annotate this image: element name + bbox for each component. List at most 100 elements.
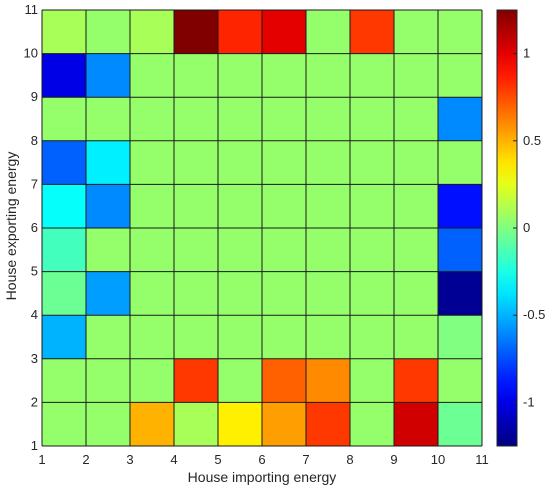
heatmap-cell	[350, 402, 394, 446]
heatmap-cell	[438, 184, 482, 228]
heatmap-cell	[174, 184, 218, 228]
heatmap-cell	[306, 10, 350, 54]
heatmap-cell	[306, 402, 350, 446]
heatmap-cell	[262, 184, 306, 228]
heatmap-cell	[438, 228, 482, 272]
heatmap-cell	[42, 140, 86, 185]
heatmap-cell	[350, 97, 394, 141]
heatmap-cell	[86, 97, 130, 141]
heatmap-cell	[306, 140, 350, 185]
heatmap-cell	[130, 271, 174, 316]
y-axis-ticks: 1 2 3 4 5 6 7 8 9 10 11	[24, 2, 38, 453]
heatmap-cell	[86, 53, 130, 98]
heatmap-cell	[174, 53, 218, 98]
heatmap-cell	[438, 53, 482, 98]
x-tick-label: 3	[126, 452, 133, 467]
colorbar-tick-label: 0.5	[523, 133, 541, 148]
heatmap-cell	[306, 53, 350, 98]
heatmap-cell	[394, 140, 438, 185]
heatmap-cell	[394, 358, 438, 403]
y-tick-label: 9	[31, 89, 38, 104]
x-tick-label: 5	[214, 452, 221, 467]
heatmap-cell	[262, 53, 306, 98]
heatmap-cell	[218, 228, 262, 272]
y-tick-label: 1	[31, 438, 38, 453]
heatmap-cell	[42, 53, 86, 98]
heatmap-cell	[86, 402, 130, 446]
y-tick-label: 4	[31, 307, 38, 322]
heatmap-cell	[262, 10, 306, 54]
heatmap-cell	[86, 228, 130, 272]
heatmap-cell	[174, 97, 218, 141]
heatmap-cell	[438, 271, 482, 316]
heatmap-cell	[394, 228, 438, 272]
heatmap-cell	[262, 315, 306, 359]
x-tick-label: 6	[258, 452, 265, 467]
colorbar-tick-label: 0	[523, 220, 530, 235]
heatmap-cell	[218, 10, 262, 54]
heatmap-cell	[262, 271, 306, 316]
heatmap-cell	[130, 53, 174, 98]
heatmap-cell	[174, 358, 218, 403]
y-tick-label: 8	[31, 133, 38, 148]
heatmap-cell	[86, 358, 130, 403]
heatmap-cell	[350, 10, 394, 54]
heatmap-cell	[218, 358, 262, 403]
heatmap-cell	[438, 140, 482, 185]
y-tick-label: 3	[31, 351, 38, 366]
heatmap-cell	[174, 10, 218, 54]
colorbar: 1 0.5 0 -0.5 -1	[496, 9, 545, 447]
heatmap-cell	[174, 402, 218, 446]
heatmap-cell	[130, 228, 174, 272]
heatmap-cell	[438, 358, 482, 403]
heatmap-cell	[262, 97, 306, 141]
x-tick-label: 2	[82, 452, 89, 467]
y-tick-label: 7	[31, 176, 38, 191]
heatmap-cell	[174, 271, 218, 316]
heatmap-cell	[218, 184, 262, 228]
heatmap-cell	[130, 402, 174, 446]
heatmap-cell	[42, 358, 86, 403]
x-axis-label: House importing energy	[188, 469, 337, 485]
heatmap-cell	[130, 184, 174, 228]
y-axis-label: House exporting energy	[3, 152, 19, 301]
heatmap-cell	[394, 402, 438, 446]
heatmap-cell	[394, 271, 438, 316]
heatmap-cells	[42, 10, 482, 446]
heatmap-cell	[306, 184, 350, 228]
heatmap-cell	[218, 315, 262, 359]
heatmap-cell	[438, 97, 482, 141]
heatmap-cell	[350, 228, 394, 272]
heatmap-cell	[306, 358, 350, 403]
heatmap-cell	[174, 140, 218, 185]
heatmap-cell	[394, 53, 438, 98]
heatmap-cell	[174, 228, 218, 272]
heatmap-cell	[306, 97, 350, 141]
heatmap-cell	[130, 97, 174, 141]
heatmap-cell	[350, 140, 394, 185]
colorbar-tick-label: -1	[523, 394, 535, 409]
grid-lines	[41, 9, 483, 447]
heatmap-cell	[86, 315, 130, 359]
heatmap-cell	[42, 402, 86, 446]
heatmap-cell	[350, 184, 394, 228]
y-tick-label: 5	[31, 264, 38, 279]
y-tick-label: 2	[31, 394, 38, 409]
heatmap-cell	[350, 53, 394, 98]
heatmap-cell	[394, 315, 438, 359]
heatmap-cell	[218, 53, 262, 98]
heatmap-cell	[218, 97, 262, 141]
x-tick-label: 1	[38, 452, 45, 467]
heatmap-cell	[42, 315, 86, 359]
colorbar-tick-label: -0.5	[523, 307, 545, 322]
x-tick-label: 4	[170, 452, 177, 467]
heatmap-cell	[350, 271, 394, 316]
heatmap-cell	[86, 140, 130, 185]
heatmap-cell	[438, 10, 482, 54]
x-tick-label: 11	[475, 452, 489, 467]
heatmap-cell	[42, 10, 86, 54]
x-tick-label: 9	[390, 452, 397, 467]
heatmap-cell	[130, 358, 174, 403]
heatmap-cell	[306, 271, 350, 316]
